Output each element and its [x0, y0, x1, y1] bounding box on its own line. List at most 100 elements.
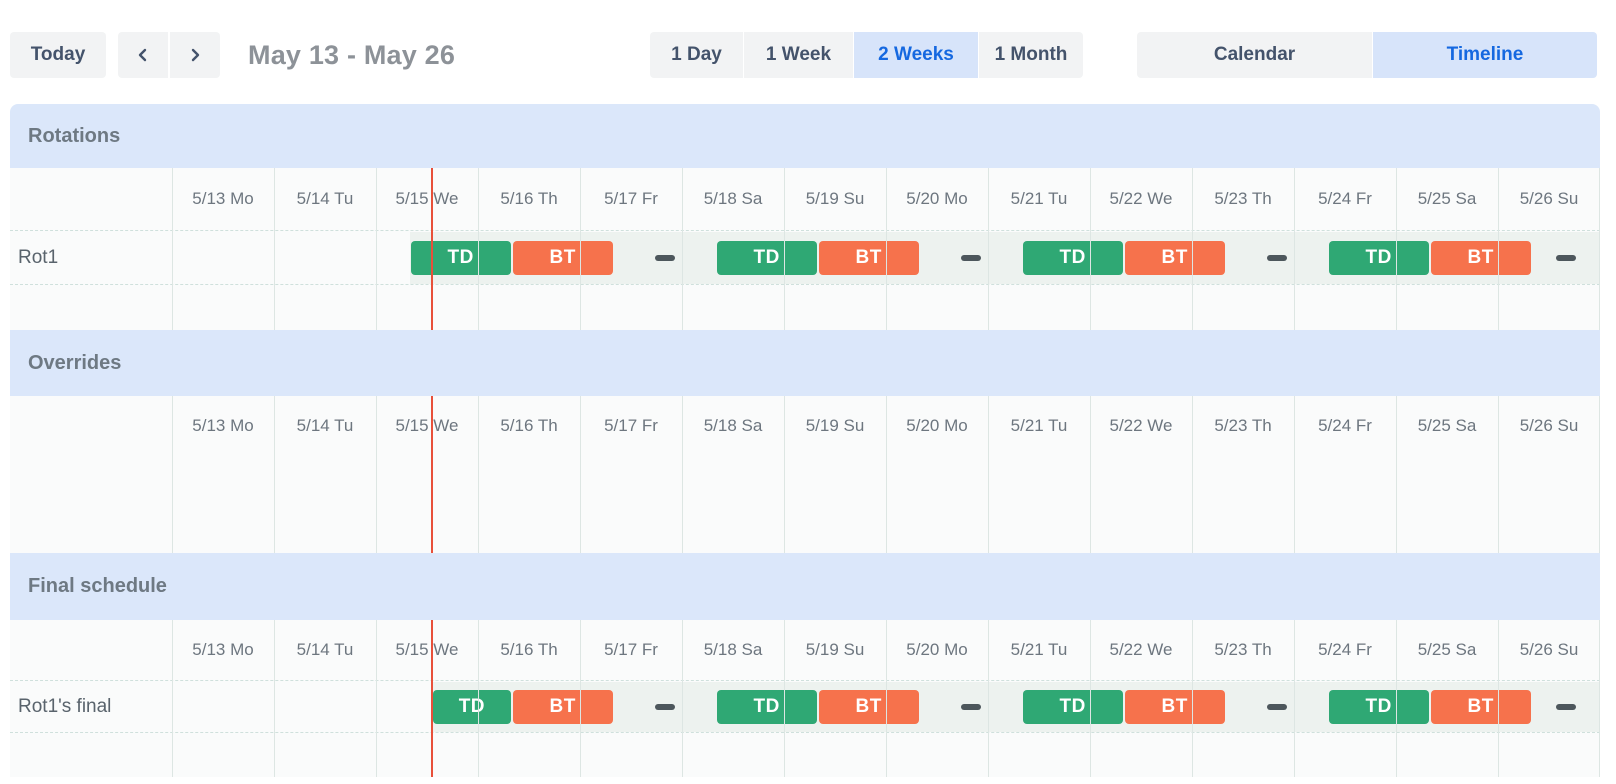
day-gridline	[886, 396, 887, 553]
day-header-5-16: 5/16 Th	[500, 189, 558, 208]
day-gridline	[1599, 396, 1600, 553]
day-header-5-16: 5/16 Th	[500, 640, 558, 659]
shift-pill-bt[interactable]: BT	[1430, 690, 1531, 724]
day-gridline	[988, 168, 989, 330]
section-header-rotations: Rotations	[10, 104, 1600, 168]
day-header-5-20: 5/20 Mo	[906, 640, 968, 659]
toolbar: Today May 13 - May 26 1 Day 1 Week 2 Weeks…	[0, 0, 1616, 104]
shift-pill-td[interactable]: TD	[1022, 241, 1123, 275]
gap-dash[interactable]	[960, 704, 981, 710]
day-gridline	[1192, 168, 1193, 330]
day-header-5-15: 5/15 We	[395, 640, 459, 659]
day-header-5-25: 5/25 Sa	[1417, 640, 1477, 659]
day-header-5-15: 5/15 We	[395, 189, 459, 208]
shift-pill-td[interactable]: TD	[1022, 690, 1123, 724]
day-gridline	[988, 396, 989, 553]
chevron-right-icon	[191, 48, 200, 62]
day-header-5-21: 5/21 Tu	[1010, 189, 1068, 208]
day-gridline	[784, 168, 785, 330]
day-header-5-26: 5/26 Su	[1519, 415, 1579, 435]
day-header-5-21: 5/21 Tu	[1010, 415, 1068, 435]
view-button-1-month[interactable]: 1 Month	[979, 32, 1083, 78]
section-header-final-schedule: Final schedule	[10, 553, 1600, 620]
section-overrides: Overrides 5/13 Mo 5/14 Tu 5/15 We 5/16 Th 5/…	[10, 330, 1600, 553]
day-gridline	[172, 168, 173, 330]
today-button[interactable]: Today	[10, 32, 106, 78]
gap-dash[interactable]	[654, 704, 675, 710]
day-gridline	[1498, 396, 1499, 553]
shift-pill-td[interactable]: TD	[716, 241, 817, 275]
day-header-5-17: 5/17 Fr	[604, 189, 658, 208]
shift-pill-td[interactable]: TD	[410, 241, 511, 275]
prev-button[interactable]	[118, 32, 168, 78]
mode-button-timeline[interactable]: Timeline	[1373, 32, 1597, 78]
day-gridline	[274, 168, 275, 330]
day-header-5-18: 5/18 Sa	[703, 640, 763, 659]
shift-pill-td[interactable]: TD	[716, 690, 817, 724]
shift-pill-bt[interactable]: BT	[818, 241, 919, 275]
day-header-5-13: 5/13 Mo	[192, 640, 254, 659]
section-title: Final schedule	[28, 575, 167, 597]
shift-pill-bt[interactable]: BT	[1430, 241, 1531, 275]
view-button-1-day[interactable]: 1 Day	[650, 32, 743, 78]
day-header-5-16: 5/16 Th	[500, 415, 558, 435]
day-gridline	[1294, 396, 1295, 553]
day-header-5-22: 5/22 We	[1109, 415, 1173, 435]
overrides-grid: 5/13 Mo 5/14 Tu 5/15 We 5/16 Th 5/17 Fr 5/18 …	[10, 396, 1600, 553]
shift-pill-bt[interactable]: BT	[1124, 241, 1225, 275]
gap-dash[interactable]	[1266, 704, 1287, 710]
day-header-5-13: 5/13 Mo	[192, 189, 254, 208]
section-rotations: Rotations 5/13 Mo 5/14 Tu 5/15 We 5/16 Th 5/…	[10, 104, 1600, 330]
day-header-5-18: 5/18 Sa	[703, 189, 763, 208]
day-gridline	[1090, 396, 1091, 553]
next-button[interactable]	[170, 32, 220, 78]
shift-pill-td[interactable]: TD	[1328, 690, 1429, 724]
day-gridline	[478, 620, 479, 777]
day-gridline	[1192, 396, 1193, 553]
gap-dash[interactable]	[960, 255, 981, 261]
day-header-5-24: 5/24 Fr	[1318, 640, 1372, 659]
gap-dash[interactable]	[1555, 255, 1576, 261]
shift-pill-bt[interactable]: BT	[512, 241, 613, 275]
day-gridline	[1090, 168, 1091, 330]
day-header-5-23: 5/23 Th	[1214, 189, 1272, 208]
day-gridline	[580, 620, 581, 777]
day-header-5-21: 5/21 Tu	[1010, 640, 1068, 659]
day-gridline	[376, 620, 377, 777]
shift-pill-td[interactable]: TD	[1328, 241, 1429, 275]
day-header-5-14: 5/14 Tu	[296, 189, 354, 208]
day-gridline	[1396, 168, 1397, 330]
day-header-5-17: 5/17 Fr	[604, 640, 658, 659]
shift-pill-bt[interactable]: BT	[512, 690, 613, 724]
view-button-1-week[interactable]: 1 Week	[744, 32, 853, 78]
view-button-2-weeks[interactable]: 2 Weeks	[854, 32, 978, 78]
day-gridline	[1192, 620, 1193, 777]
shift-pill-td[interactable]: TD	[433, 690, 511, 724]
day-gridline	[1396, 620, 1397, 777]
shift-pill-bt[interactable]: BT	[1124, 690, 1225, 724]
day-gridline	[1396, 396, 1397, 553]
day-header-5-15: 5/15 We	[395, 415, 459, 435]
day-gridline	[376, 168, 377, 330]
mode-button-calendar[interactable]: Calendar	[1137, 32, 1372, 78]
gap-dash[interactable]	[1555, 704, 1576, 710]
day-header-5-20: 5/20 Mo	[906, 415, 968, 435]
schedule-row: Rot1 TD BT TD BT TD BT TD BT	[10, 230, 1600, 285]
day-gridline	[784, 396, 785, 553]
day-gridline	[274, 620, 275, 777]
day-header-5-14: 5/14 Tu	[296, 415, 354, 435]
day-gridline	[1498, 168, 1499, 330]
timeline-panel: Rotations 5/13 Mo 5/14 Tu 5/15 We 5/16 Th 5/…	[10, 104, 1600, 777]
section-title: Rotations	[28, 124, 121, 147]
shift-pill-bt[interactable]: BT	[818, 690, 919, 724]
gap-dash[interactable]	[1266, 255, 1287, 261]
day-gridline	[580, 168, 581, 330]
day-gridline	[682, 168, 683, 330]
day-gridline	[580, 396, 581, 553]
gap-dash[interactable]	[654, 255, 675, 261]
day-gridline	[1090, 620, 1091, 777]
day-gridline	[886, 168, 887, 330]
day-gridline	[1599, 168, 1600, 330]
day-header-5-22: 5/22 We	[1109, 189, 1173, 208]
day-header-5-25: 5/25 Sa	[1417, 415, 1477, 435]
